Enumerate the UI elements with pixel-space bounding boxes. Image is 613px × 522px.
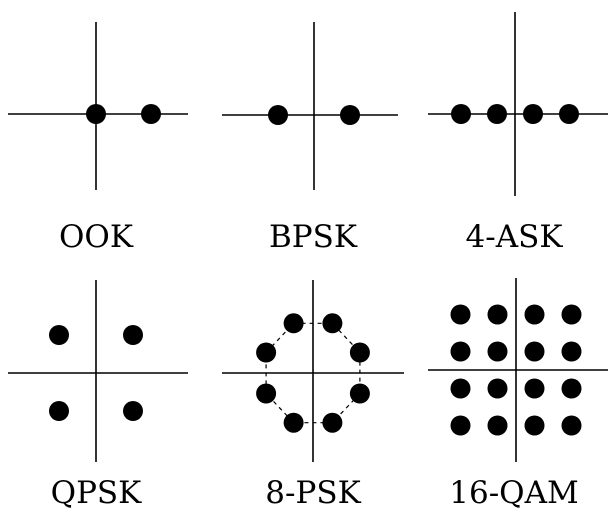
label-ook: OOK [59,219,133,255]
16qam-symbol-point [450,415,471,436]
label-16qam: 16-QAM [449,475,579,511]
8psk-symbol-point [283,412,304,433]
16qam-symbol-point [524,415,545,436]
16qam-symbol-point [450,341,471,362]
16qam-symbol-point [487,415,508,436]
qpsk-symbol-point [49,325,69,345]
16qam-symbol-point [524,304,545,325]
16qam-symbol-point [487,304,508,325]
8psk-symbol-point [322,412,343,433]
16qam-symbol-point [487,341,508,362]
ook-symbol-point [86,104,106,124]
label-bpsk: BPSK [268,219,358,255]
qpsk-symbol-point [123,325,143,345]
16qam-symbol-point [561,304,582,325]
16qam-symbol-point [450,304,471,325]
4ask-symbol-point [451,104,471,124]
qpsk-symbol-point [123,401,143,421]
4ask-symbol-point [559,104,579,124]
16qam-symbol-point [487,378,508,399]
16qam-symbol-point [561,378,582,399]
16qam-symbol-point [524,341,545,362]
4ask-symbol-point [487,104,507,124]
bpsk-symbol-point [268,105,288,125]
8psk-symbol-point [256,342,277,363]
8psk-symbol-point [349,342,370,363]
16qam-symbol-point [450,378,471,399]
16qam-symbol-point [561,341,582,362]
8psk-symbol-point [256,383,277,404]
label-qpsk: QPSK [50,475,142,511]
ook-symbol-point [141,104,161,124]
8psk-symbol-point [283,313,304,334]
label-8psk: 8-PSK [265,475,361,511]
qpsk-symbol-point [49,401,69,421]
4ask-symbol-point [523,104,543,124]
8psk-symbol-point [322,313,343,334]
8psk-symbol-point [349,383,370,404]
16qam-symbol-point [524,378,545,399]
16qam-symbol-point [561,415,582,436]
bpsk-symbol-point [340,105,360,125]
label-4ask: 4-ASK [465,219,563,255]
